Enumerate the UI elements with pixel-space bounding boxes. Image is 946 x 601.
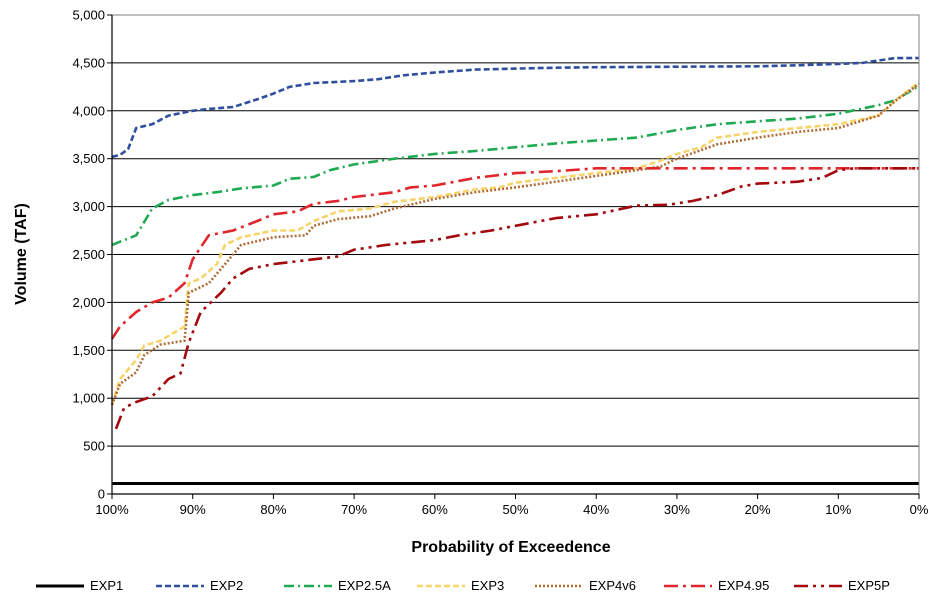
series-line-exp2 — [111, 56, 919, 159]
x-tick-label: 90% — [180, 502, 206, 517]
series-line-exp3 — [110, 81, 920, 406]
axes — [107, 14, 920, 499]
x-tick-label: 50% — [502, 502, 528, 517]
y-tick-label: 0 — [98, 487, 105, 502]
legend-label: EXP2.5A — [338, 578, 391, 593]
series-line-exp2-5a — [111, 84, 920, 247]
y-tick-labels: 0 500 1,000 1,500 2,000 2,500 3,000 3,500 4,000 4… — [72, 8, 105, 502]
y-tick-label: 3,500 — [72, 151, 105, 166]
series-line-exp4-95 — [110, 167, 919, 340]
y-tick-label: 500 — [83, 439, 105, 454]
y-tick-label: 4,000 — [72, 103, 105, 118]
x-axis-title: Probability of Exceedence — [411, 539, 610, 556]
x-tick-label: 30% — [664, 502, 690, 517]
legend-label: EXP4.95 — [718, 578, 769, 593]
legend-label: EXP5P — [848, 578, 890, 593]
y-axis-title: Volume (TAF) — [13, 203, 30, 305]
series-line-exp4v6 — [110, 82, 920, 406]
y-tick-label: 4,500 — [72, 55, 105, 70]
legend-label: EXP3 — [471, 578, 504, 593]
x-tick-label: 70% — [341, 502, 367, 517]
series-lines — [110, 56, 920, 485]
legend-label: EXP2 — [210, 578, 243, 593]
y-tick-label: 1,500 — [72, 343, 105, 358]
x-tick-label: 40% — [583, 502, 609, 517]
legend-label: EXP1 — [90, 578, 123, 593]
x-tick-label: 20% — [745, 502, 771, 517]
y-tick-label: 5,000 — [72, 8, 105, 23]
series-line-exp5p — [114, 167, 919, 430]
x-tick-label: 80% — [260, 502, 286, 517]
x-tick-labels: 100% 90% 80% 70% 60% 50% 40% 30% 20% 10% 0% — [95, 502, 928, 517]
legend-label: EXP4v6 — [589, 578, 636, 593]
y-tick-label: 1,000 — [72, 391, 105, 406]
x-tick-label: 60% — [422, 502, 448, 517]
y-tick-label: 2,000 — [72, 295, 105, 310]
legend: EXP1 EXP2 EXP2.5A EXP3 EXP4v6 EXP4.95 EXP5P — [36, 578, 890, 593]
x-tick-label: 0% — [910, 502, 929, 517]
y-tick-label: 3,000 — [72, 199, 105, 214]
x-tick-label: 10% — [825, 502, 851, 517]
x-tick-label: 100% — [95, 502, 129, 517]
y-tick-label: 2,500 — [72, 247, 105, 262]
